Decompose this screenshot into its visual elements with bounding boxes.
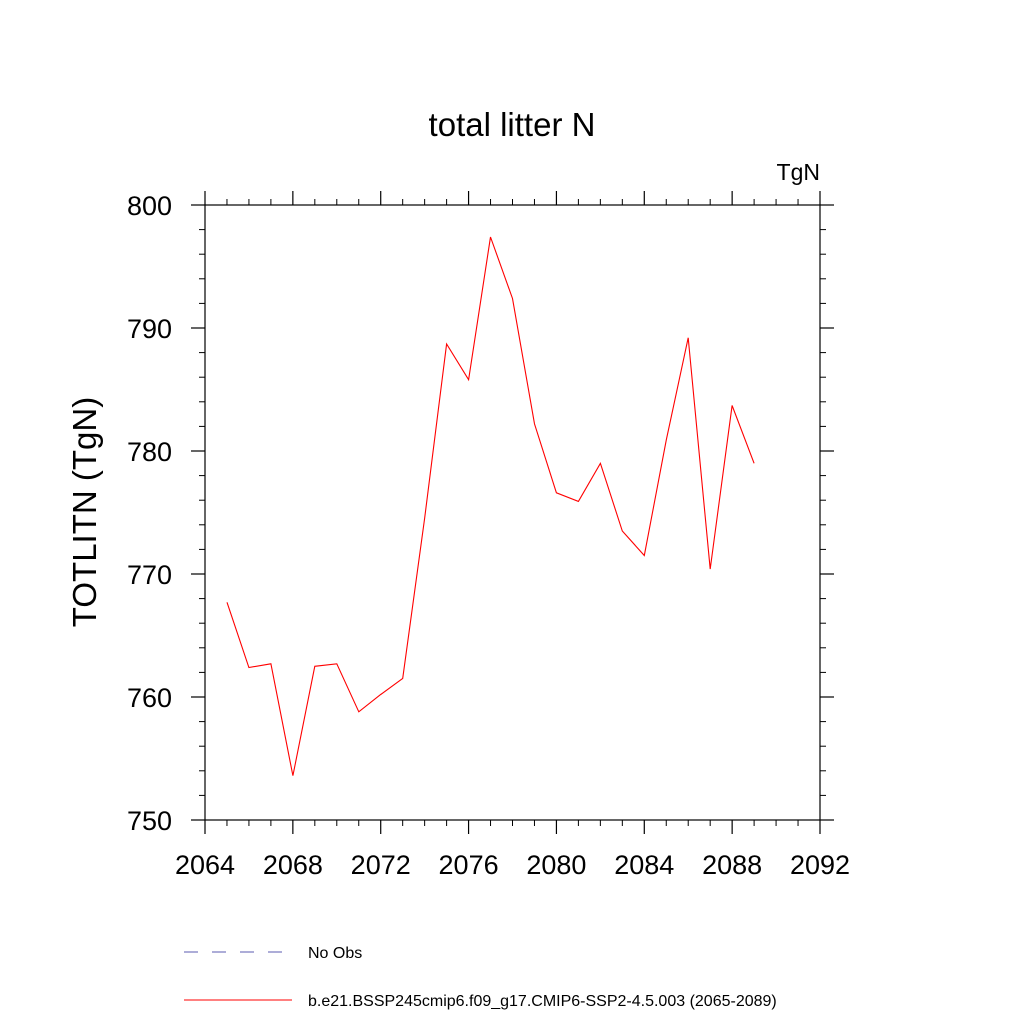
y-tick-label: 790 <box>127 314 172 344</box>
x-tick-label: 2092 <box>790 850 850 880</box>
x-tick-label: 2064 <box>175 850 235 880</box>
series-layer <box>226 236 755 776</box>
y-tick-label: 780 <box>127 437 172 467</box>
legend: No Obs b.e21.BSSP245cmip6.f09_g17.CMIP6-S… <box>184 945 777 1010</box>
y-tick-label: 760 <box>127 683 172 713</box>
x-tick-label: 2072 <box>351 850 411 880</box>
x-tick-label: 2080 <box>526 850 586 880</box>
axis-tick-labels: 2064 2068 2072 2076 2080 2084 2088 2092 750 760 77… <box>127 191 850 880</box>
series-line-1 <box>226 236 755 776</box>
chart-title: total litter N <box>429 106 596 143</box>
y-tick-label: 800 <box>127 191 172 221</box>
x-tick-label: 2068 <box>263 850 323 880</box>
axis-ticks <box>191 191 834 834</box>
y-tick-label: 750 <box>127 806 172 836</box>
x-tick-label: 2076 <box>439 850 499 880</box>
units-label: TgN <box>777 159 820 185</box>
legend-label-0: No Obs <box>308 945 362 962</box>
x-tick-label: 2084 <box>614 850 674 880</box>
x-tick-label: 2088 <box>702 850 762 880</box>
legend-label-1: b.e21.BSSP245cmip6.f09_g17.CMIP6-SSP2-4.… <box>308 993 777 1010</box>
y-tick-label: 770 <box>127 560 172 590</box>
y-axis-label: TOTLITN (TgN) <box>66 397 103 627</box>
